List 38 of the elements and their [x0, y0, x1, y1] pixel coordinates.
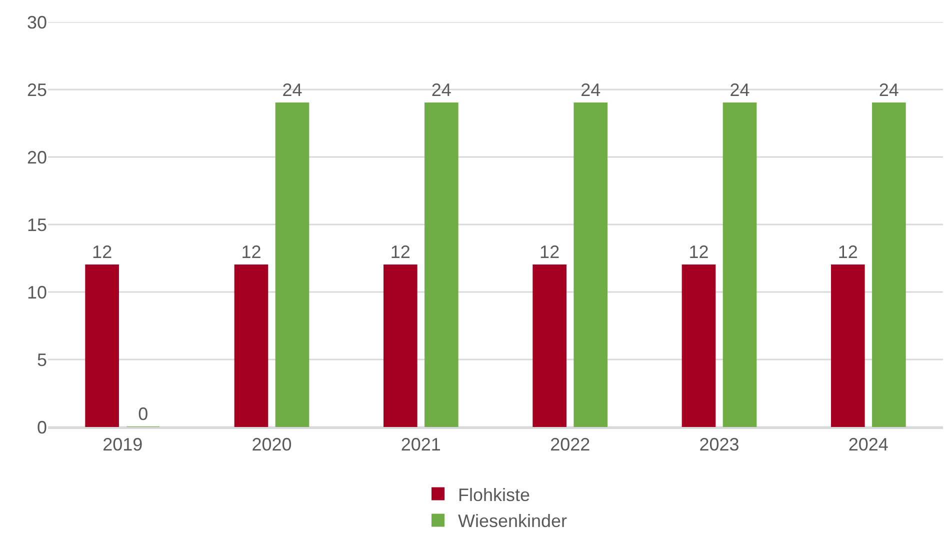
x-tick-label: 2020 — [252, 434, 292, 454]
bar — [831, 264, 865, 427]
bar — [85, 264, 119, 427]
bar — [682, 264, 716, 427]
data-label: 12 — [241, 242, 262, 262]
data-label: 24 — [282, 80, 302, 100]
y-tick-label: 10 — [26, 282, 47, 302]
x-tick-label: 2023 — [699, 434, 740, 454]
y-tick-label: 15 — [26, 214, 47, 235]
y-tick-label: 30 — [26, 12, 47, 32]
data-label: 12 — [92, 242, 112, 262]
data-label: 12 — [688, 242, 709, 262]
data-label: 12 — [390, 242, 410, 262]
bar — [384, 264, 418, 427]
data-label: 12 — [838, 242, 858, 262]
bar — [872, 102, 906, 427]
bar — [424, 102, 458, 427]
y-tick-label: 0 — [36, 417, 47, 438]
bar — [275, 102, 310, 427]
data-label: 24 — [730, 80, 750, 100]
data-label: 24 — [431, 80, 452, 100]
bar — [722, 102, 757, 427]
data-label: 0 — [138, 404, 148, 424]
bar — [574, 102, 608, 427]
bar — [234, 264, 268, 427]
y-tick-label: 20 — [26, 147, 47, 168]
y-tick-label: 5 — [36, 350, 47, 370]
legend-label: Wiesenkinder — [458, 511, 568, 532]
x-tick-label: 2021 — [400, 434, 441, 454]
bar — [532, 264, 566, 427]
legend-label: Flohkiste — [458, 484, 530, 505]
y-tick-label: 25 — [26, 80, 47, 100]
x-tick-label: 2024 — [848, 434, 888, 454]
x-tick-label: 2019 — [102, 434, 143, 454]
data-label: 12 — [540, 242, 560, 262]
data-label: 24 — [580, 80, 601, 100]
data-label: 24 — [878, 80, 899, 100]
x-tick-label: 2022 — [550, 434, 590, 454]
